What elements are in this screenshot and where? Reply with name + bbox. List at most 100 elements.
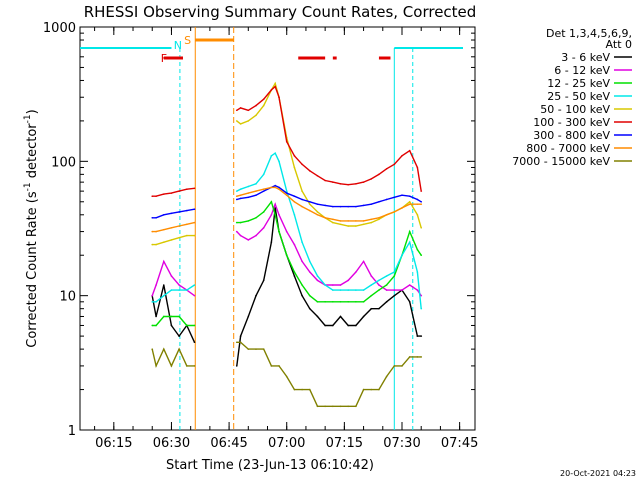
series-point: [362, 301, 365, 303]
series-point: [151, 294, 154, 297]
series-point: [162, 294, 165, 297]
legend-label: 3 - 6 keV: [561, 51, 610, 64]
series-point: [416, 271, 419, 273]
x-tick-label: 07:00: [268, 436, 305, 451]
series-point: [285, 230, 288, 233]
series-point: [255, 183, 257, 185]
series-point: [162, 228, 165, 231]
y-tick-label: 100: [51, 155, 76, 170]
series-point: [332, 324, 334, 327]
series-point: [239, 194, 242, 196]
series-point: [416, 248, 419, 251]
x-tick-label: 06:30: [153, 436, 190, 451]
series-point: [285, 190, 288, 192]
series-point: [401, 365, 403, 367]
series-point: [362, 220, 365, 222]
series-point: [155, 216, 157, 219]
series-point: [170, 227, 173, 229]
series-point: [186, 223, 188, 226]
series-point: [362, 223, 365, 226]
series-point: [255, 104, 257, 107]
series-point: [301, 241, 303, 244]
series-point: [378, 218, 380, 221]
series-point: [408, 301, 411, 303]
series-point: [270, 213, 273, 216]
series-point: [420, 335, 423, 337]
series-point: [274, 186, 276, 189]
series-point: [339, 301, 342, 303]
series-point: [362, 204, 365, 207]
series-point: [370, 203, 373, 205]
series-point: [247, 196, 250, 199]
series-point: [355, 405, 357, 408]
series-point: [408, 149, 411, 152]
series-point: [278, 213, 280, 216]
series-point: [347, 225, 350, 227]
series-point: [301, 198, 303, 201]
series-point: [401, 207, 403, 209]
x-axis-label: Start Time (23-Jun-13 06:10:42): [166, 458, 374, 473]
series-point: [186, 209, 188, 212]
series-point: [408, 200, 411, 203]
series-point: [401, 194, 403, 196]
series-point: [385, 213, 388, 216]
series-point: [247, 109, 250, 112]
series-point: [170, 289, 173, 291]
series-point: [355, 301, 357, 303]
x-tick-label: 07:15: [326, 436, 363, 451]
series-point: [186, 365, 188, 367]
series-point: [339, 205, 342, 208]
series-line: [151, 341, 422, 407]
series-point: [308, 307, 311, 310]
series-point: [155, 195, 157, 198]
series-point: [270, 89, 273, 91]
series-point: [278, 230, 280, 233]
series-point: [339, 223, 342, 226]
series-point: [378, 289, 380, 291]
series-point: [393, 271, 396, 273]
series-point: [255, 114, 257, 117]
series-point: [308, 170, 311, 172]
series-point: [401, 254, 403, 257]
series-point: [270, 154, 273, 157]
series-point: [301, 163, 303, 166]
series-point: [170, 212, 173, 215]
series-point: [378, 388, 380, 391]
series-point: [293, 275, 296, 277]
series-point: [393, 365, 396, 367]
series-point: [247, 220, 250, 222]
series-point: [262, 279, 265, 282]
series-point: [332, 205, 334, 208]
series-point: [178, 335, 180, 337]
series-point: [170, 324, 173, 327]
series-point: [274, 152, 276, 154]
series-point: [301, 190, 303, 192]
y-tick-label: 1000: [43, 21, 76, 36]
legend-label: 300 - 800 keV: [533, 129, 610, 142]
series-point: [339, 405, 342, 408]
series-point: [235, 198, 238, 201]
series-point: [308, 271, 311, 273]
series-point: [193, 365, 196, 367]
series-point: [162, 284, 165, 286]
series-point: [416, 335, 419, 337]
series-point: [178, 236, 180, 239]
series-point: [262, 173, 265, 176]
series-point: [332, 284, 334, 286]
series-point: [416, 356, 419, 358]
series-point: [247, 120, 250, 122]
series-point: [316, 175, 319, 177]
y-label-part: -1: [23, 182, 33, 191]
series-point: [308, 388, 311, 391]
series-point: [235, 221, 238, 224]
series-point: [408, 284, 411, 286]
series-point: [186, 234, 188, 237]
series-point: [155, 315, 157, 318]
series-point: [324, 405, 326, 408]
series-point: [416, 198, 419, 201]
series-point: [274, 213, 276, 216]
y-label-part: -1: [23, 114, 33, 123]
series-point: [239, 197, 242, 200]
series-point: [355, 220, 357, 222]
series-point: [278, 96, 280, 99]
